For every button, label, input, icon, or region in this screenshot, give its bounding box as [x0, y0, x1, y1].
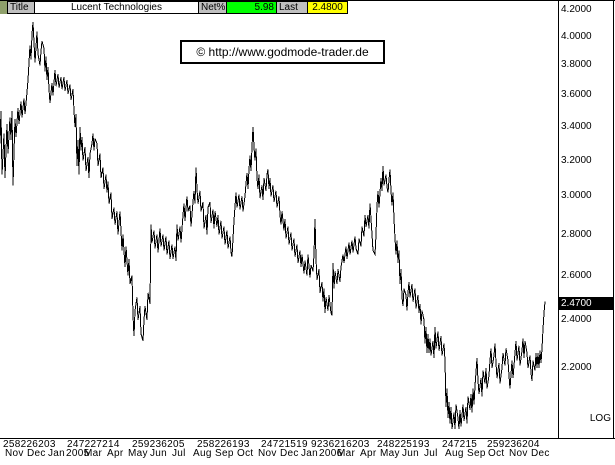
- y-axis-tick-label: 3.8000: [561, 59, 592, 71]
- x-axis-date-tick: 258226193: [197, 439, 250, 450]
- x-axis-date-tick: 258226203: [3, 439, 56, 450]
- x-axis-month-tick: Oct: [237, 448, 254, 459]
- header-cell-net-value: 5.98: [227, 2, 277, 13]
- x-axis-month-tick: 2006: [319, 448, 343, 459]
- x-axis-date-tick: 24721519: [261, 439, 308, 450]
- x-axis-date-tick: 9236216203: [311, 439, 370, 450]
- x-axis-month-tick: Mar: [84, 448, 103, 459]
- log-scale-label: LOG: [589, 413, 611, 424]
- x-axis-month-tick: Dec: [531, 448, 550, 459]
- x-axis-month-tick: Aug: [193, 448, 212, 459]
- y-axis-tick-label: 3.6000: [561, 89, 592, 101]
- x-axis-month-tick: Aug: [445, 448, 464, 459]
- y-axis-tick-label: 3.4000: [561, 121, 592, 132]
- last-price-badge: 2.4700: [558, 297, 613, 311]
- x-axis-month-tick: Dec: [280, 448, 299, 459]
- x-axis-date-tick: 259236205: [132, 439, 185, 450]
- y-axis-tick-label: 3.2000: [561, 154, 592, 166]
- x-axis-month-tick: Jun: [402, 448, 420, 459]
- top-border: [0, 0, 615, 1]
- x-axis-month-tick: Jan: [48, 448, 66, 459]
- watermark: © http://www.godmode-trader.de: [180, 40, 385, 64]
- x-axis-month-tick: Jun: [150, 448, 168, 459]
- x-axis-month-tick: Sep: [215, 448, 234, 459]
- x-axis-month-tick: Oct: [488, 448, 505, 459]
- x-axis-line: [0, 438, 615, 439]
- x-axis-month-tick: Jul: [424, 448, 438, 459]
- header-cells: Title Lucent Technologies Net% 5.98 Last 2.48…: [7, 1, 348, 14]
- watermark-text: © http://www.godmode-trader.de: [196, 45, 369, 59]
- x-axis-month-tick: Dec: [27, 448, 46, 459]
- x-axis-month-tick: Apr: [107, 448, 124, 459]
- x-axis-month-tick: May: [128, 448, 148, 459]
- y-axis-tick-label: 2.2000: [561, 362, 592, 374]
- chart-header-bar: Title Lucent Technologies Net% 5.98 Last 2.48…: [0, 1, 348, 14]
- x-axis-month-tick: Jan: [301, 448, 319, 459]
- x-axis-month-tick: Sep: [467, 448, 486, 459]
- x-axis-date-tick: 248225193: [377, 439, 430, 450]
- x-axis-month-tick: Apr: [360, 448, 377, 459]
- x-axis-date-tick: 259236204: [487, 439, 540, 450]
- header-cell-title-label: Title: [8, 2, 35, 13]
- x-axis-month-tick: Nov: [5, 448, 24, 459]
- y-axis-tick-label: 2.4000: [561, 313, 592, 325]
- y-axis-tick-label: 3.0000: [561, 190, 592, 202]
- header-cell-last-label: Last: [277, 2, 308, 13]
- header-cell-last-value: 2.4800: [308, 2, 347, 13]
- x-axis-date-tick: 247227214: [67, 439, 120, 450]
- x-axis-month-tick: 2005: [66, 448, 90, 459]
- x-axis-month-tick: Mar: [337, 448, 356, 459]
- header-cell-net-label: Net%: [199, 2, 227, 13]
- right-border: [613, 0, 614, 439]
- x-axis-month-tick: Nov: [509, 448, 528, 459]
- y-axis-tick-label: 2.8000: [561, 228, 592, 240]
- y-axis-tick-label: 4.2000: [561, 4, 592, 15]
- x-axis-month-tick: Nov: [258, 448, 277, 459]
- header-cell-symbol-name: Lucent Technologies: [35, 2, 199, 13]
- x-axis-month-tick: May: [380, 448, 400, 459]
- x-axis-date-tick: 247215: [442, 439, 478, 450]
- y-axis-tick-label: 4.0000: [561, 31, 592, 42]
- x-axis-month-tick: Jul: [172, 448, 186, 459]
- drag-handle-swatch: [0, 1, 7, 14]
- y-axis-tick-label: 2.6000: [561, 269, 592, 281]
- y-axis-line: [558, 0, 559, 438]
- price-line: [0, 21, 546, 430]
